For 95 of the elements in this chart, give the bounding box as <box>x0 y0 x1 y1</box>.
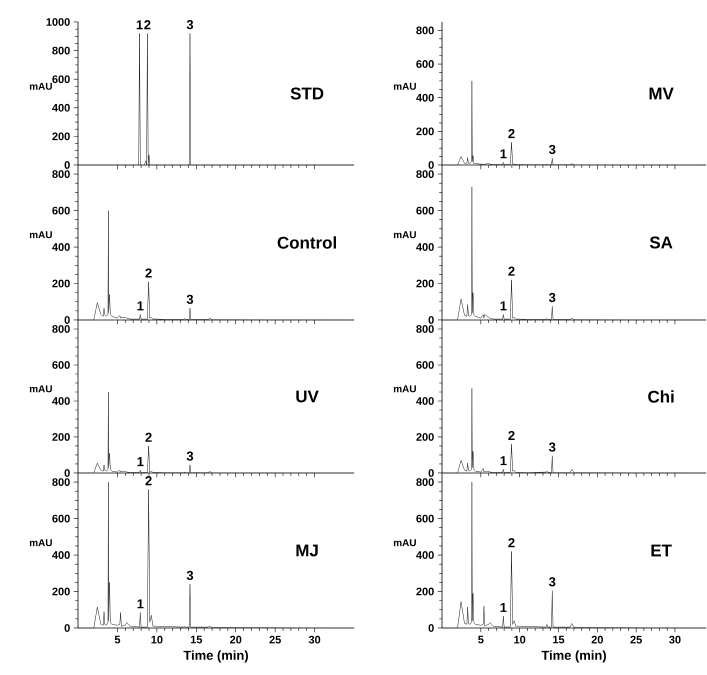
y-tick-label: 200 <box>416 588 434 596</box>
y-tick-label: 200 <box>52 588 70 596</box>
annotation: 1 <box>138 457 144 466</box>
y-tick-label: 600 <box>52 361 70 369</box>
y-tick-label: 600 <box>52 75 70 84</box>
annotation: 2 <box>145 432 152 442</box>
annotation: 1 <box>500 603 507 612</box>
y-axis-title: mAU <box>394 385 416 392</box>
x-tick-label: 10 <box>514 636 526 644</box>
x-tick-label: 30 <box>669 636 681 644</box>
y-axis-title: mAU <box>30 82 52 90</box>
y-tick-label: 600 <box>416 206 434 214</box>
y-tick-label: 400 <box>416 397 434 405</box>
text: Chi <box>648 390 674 403</box>
text: MJ <box>296 544 318 556</box>
y-tick-label: 600 <box>416 514 434 522</box>
y-axis-title: mAU <box>394 82 416 90</box>
text: STD <box>290 87 324 100</box>
annotation: 3 <box>548 442 556 452</box>
annotation: 1 <box>138 599 144 608</box>
y-tick-label: 200 <box>52 132 70 140</box>
annotation: 2 <box>508 430 515 440</box>
y-axis-title: mAU <box>30 385 52 392</box>
y-axis-title: mAU <box>394 539 416 546</box>
text: Control <box>278 236 336 249</box>
y-tick-label: 800 <box>416 325 434 333</box>
annotation: 3 <box>186 570 194 580</box>
annotation: 2 <box>508 129 515 138</box>
y-tick-label: 400 <box>52 551 70 559</box>
y-tick-label: 200 <box>52 280 70 288</box>
y-axis-title: mAU <box>394 231 416 238</box>
x-tick-label: 15 <box>553 636 564 644</box>
x-tick-label: 30 <box>308 636 320 644</box>
annotation: 3 <box>548 144 556 154</box>
y-tick-label: 200 <box>52 433 70 441</box>
y-tick-label: 200 <box>416 280 434 288</box>
y-tick-label: 0 <box>428 624 434 632</box>
y-tick-label: 400 <box>416 243 434 251</box>
y-tick-label: 800 <box>52 478 70 486</box>
y-tick-label: 800 <box>52 325 70 333</box>
y-tick-label: 0 <box>64 469 70 477</box>
annotation: 2 <box>145 476 152 486</box>
x-tick-label: 25 <box>269 636 281 644</box>
x-tick-label: 5 <box>478 636 484 644</box>
annotation: 1 <box>500 301 507 310</box>
y-tick-label: 800 <box>52 46 70 54</box>
y-tick-label: 400 <box>416 94 434 102</box>
text: SA <box>650 236 672 248</box>
x-tick-label: 5 <box>114 636 120 644</box>
annotation: 1 <box>500 456 507 466</box>
y-axis-title: mAU <box>30 539 52 546</box>
y-tick-label: 800 <box>416 26 434 34</box>
y-tick-label: 400 <box>416 551 434 559</box>
annotation: 3 <box>548 577 556 586</box>
y-tick-label: 400 <box>52 243 70 251</box>
y-tick-label: 200 <box>416 127 434 136</box>
x-axis-title: Time (min) <box>184 650 248 662</box>
y-tick-label: 1000 <box>46 18 70 26</box>
y-tick-label: 200 <box>416 433 434 441</box>
y-axis-title: mAU <box>30 231 52 238</box>
annotation: 2 <box>508 538 515 548</box>
annotation: 3 <box>186 294 194 304</box>
text: ET <box>651 544 672 556</box>
x-tick-label: 25 <box>630 636 642 644</box>
y-tick-label: 600 <box>52 206 70 214</box>
annotation: 1 <box>138 301 144 310</box>
annotation: 2 <box>144 20 150 30</box>
x-tick-label: 20 <box>230 636 242 644</box>
annotation: 3 <box>186 451 194 461</box>
y-tick-label: 0 <box>428 161 434 169</box>
y-tick-label: 800 <box>416 170 434 178</box>
y-tick-label: 600 <box>52 514 70 522</box>
annotation: 1 <box>136 20 143 30</box>
x-tick-label: 15 <box>190 636 202 644</box>
annotation: 3 <box>548 292 556 302</box>
x-tick-label: 20 <box>592 636 603 644</box>
y-tick-label: 600 <box>416 60 434 68</box>
x-tick-label: 10 <box>151 636 162 644</box>
annotation: 2 <box>508 266 515 276</box>
y-tick-label: 0 <box>64 316 70 324</box>
y-tick-label: 0 <box>64 161 70 169</box>
x-axis-title: Time (min) <box>542 650 606 662</box>
annotation: 3 <box>186 20 194 30</box>
y-tick-label: 600 <box>416 361 434 369</box>
y-tick-label: 800 <box>52 170 70 178</box>
y-tick-label: 800 <box>416 478 434 486</box>
y-tick-label: 400 <box>52 397 70 405</box>
y-tick-label: 0 <box>428 469 434 477</box>
text: MV <box>650 88 674 100</box>
y-tick-label: 0 <box>428 316 434 324</box>
y-tick-label: 0 <box>64 624 70 632</box>
text: UV <box>296 390 319 402</box>
y-tick-label: 400 <box>52 104 70 112</box>
annotation: 1 <box>500 149 507 158</box>
annotation: 2 <box>145 268 152 278</box>
